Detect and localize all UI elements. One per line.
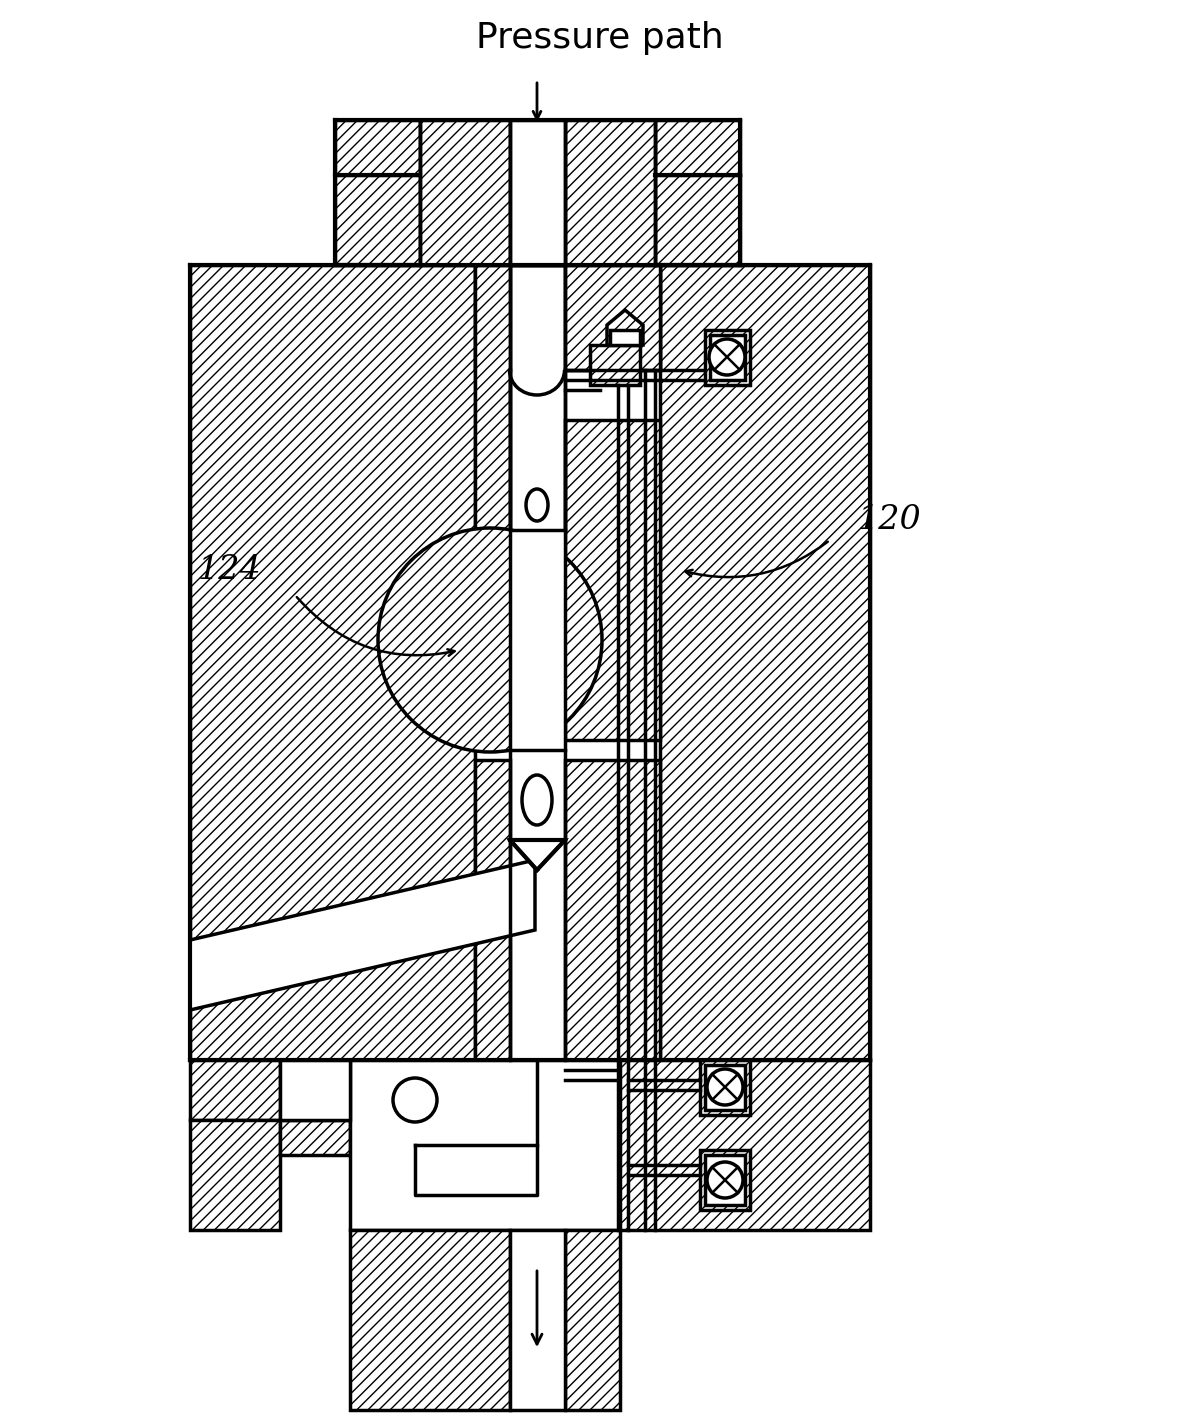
Polygon shape bbox=[655, 175, 740, 264]
Polygon shape bbox=[476, 264, 661, 369]
Polygon shape bbox=[510, 1231, 564, 1410]
Polygon shape bbox=[335, 119, 420, 175]
Polygon shape bbox=[590, 345, 640, 385]
Polygon shape bbox=[564, 421, 661, 740]
Text: 124: 124 bbox=[198, 554, 262, 585]
Text: 120: 120 bbox=[859, 504, 922, 536]
Polygon shape bbox=[476, 760, 510, 1060]
Polygon shape bbox=[510, 530, 564, 750]
Polygon shape bbox=[620, 1060, 870, 1231]
Polygon shape bbox=[607, 310, 643, 345]
Polygon shape bbox=[280, 1120, 349, 1155]
Polygon shape bbox=[610, 330, 640, 345]
Ellipse shape bbox=[526, 489, 548, 522]
Polygon shape bbox=[564, 119, 655, 264]
Polygon shape bbox=[476, 264, 510, 740]
Polygon shape bbox=[190, 1120, 280, 1231]
Polygon shape bbox=[661, 264, 870, 1060]
Polygon shape bbox=[190, 264, 476, 1060]
Text: Pressure path: Pressure path bbox=[476, 21, 724, 55]
Polygon shape bbox=[705, 1155, 745, 1205]
Polygon shape bbox=[705, 330, 749, 385]
Circle shape bbox=[378, 529, 602, 752]
Polygon shape bbox=[190, 1060, 280, 1120]
Polygon shape bbox=[700, 1150, 749, 1211]
Polygon shape bbox=[700, 1060, 749, 1115]
Polygon shape bbox=[190, 860, 534, 1010]
Circle shape bbox=[709, 340, 745, 375]
Polygon shape bbox=[564, 1231, 620, 1410]
Polygon shape bbox=[510, 840, 564, 870]
Polygon shape bbox=[335, 175, 420, 264]
Circle shape bbox=[707, 1069, 743, 1106]
Polygon shape bbox=[349, 1231, 510, 1410]
Circle shape bbox=[393, 1079, 437, 1123]
Polygon shape bbox=[564, 264, 661, 369]
Ellipse shape bbox=[522, 774, 552, 826]
Polygon shape bbox=[710, 335, 745, 379]
Polygon shape bbox=[280, 1060, 349, 1120]
Polygon shape bbox=[349, 1060, 620, 1231]
Circle shape bbox=[707, 1162, 743, 1198]
Polygon shape bbox=[420, 119, 510, 264]
Polygon shape bbox=[510, 119, 564, 264]
Polygon shape bbox=[705, 1064, 745, 1110]
Polygon shape bbox=[564, 760, 661, 1060]
Polygon shape bbox=[655, 119, 740, 175]
